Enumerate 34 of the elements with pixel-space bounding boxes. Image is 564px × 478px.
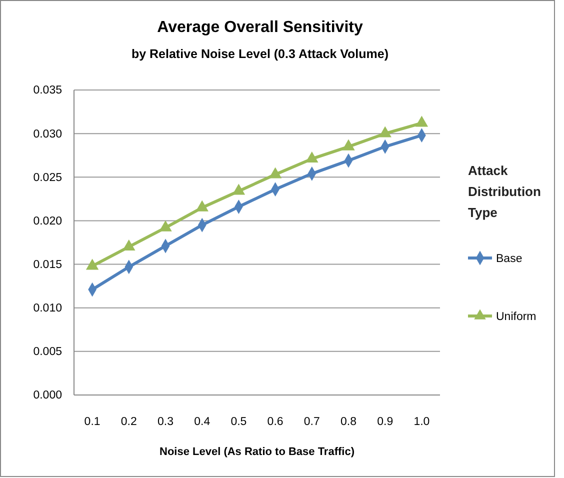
chart-subtitle: by Relative Noise Level (0.3 Attack Volume) [131, 47, 389, 61]
point [378, 126, 392, 138]
y-tick-label: 0.015 [33, 258, 62, 271]
y-tick-label: 0.010 [33, 302, 62, 315]
y-tick-label: 0.035 [33, 84, 62, 97]
x-tick-label: 0.8 [340, 416, 356, 428]
x-tick-label: 0.6 [267, 416, 284, 428]
point [196, 200, 208, 212]
point [306, 152, 318, 163]
x-tick-label: 0.9 [377, 416, 394, 428]
point [122, 240, 136, 251]
y-tick-label: 0.000 [33, 390, 62, 402]
point [342, 139, 355, 150]
y-tick-label: 0.030 [33, 128, 62, 140]
legend-label: Uniform [496, 311, 536, 323]
chart-title: Average Overall Sensitivity [157, 19, 363, 36]
x-tick-label: 0.2 [120, 416, 137, 428]
x-tick-label: 0.1 [84, 416, 100, 428]
legend-label: Base [496, 253, 522, 265]
y-tick-label: 0.005 [33, 346, 62, 358]
y-tick-label: 0.025 [33, 172, 62, 184]
point [232, 184, 246, 195]
x-tick-label: 1.0 [414, 416, 430, 428]
x-tick-label: 0.3 [158, 416, 174, 428]
x-tick-label: 0.4 [194, 416, 211, 428]
legend-title: Attack Distribution Type [468, 163, 541, 220]
x-axis-title: Noise Level (As Ratio to Base Traffic) [160, 446, 355, 458]
point [159, 220, 172, 232]
y-tick-label: 0.020 [33, 215, 62, 228]
point [86, 258, 99, 270]
point [268, 167, 282, 178]
x-tick-label: 0.7 [304, 416, 320, 428]
point [415, 116, 428, 127]
x-tick-label: 0.5 [230, 416, 247, 428]
